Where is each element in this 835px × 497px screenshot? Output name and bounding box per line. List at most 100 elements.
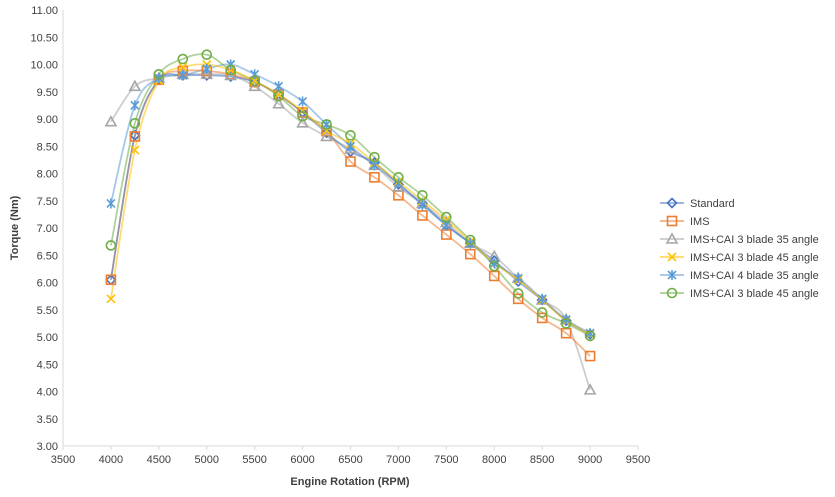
y-tick-label: 10.50 [30, 32, 58, 44]
data-point [296, 116, 309, 128]
legend-marker-icon [666, 197, 678, 209]
data-point [298, 96, 308, 107]
y-tick-label: 10.00 [30, 60, 58, 72]
y-tick-label: 3.00 [37, 441, 58, 453]
legend: Standard IMS IMS+CAI 3 blade 35 angle IMS+C… [660, 197, 819, 300]
x-tick-label: 8500 [530, 454, 554, 466]
legend-label: IMS [690, 216, 710, 228]
data-point [153, 69, 165, 80]
data-point [345, 130, 356, 141]
y-tick-label: 6.00 [37, 278, 58, 290]
data-point [129, 131, 141, 142]
data-point [584, 330, 596, 342]
data-point [320, 129, 333, 142]
series-line-1 [110, 69, 591, 357]
data-point [201, 49, 213, 60]
data-point [464, 248, 476, 260]
data-point [274, 81, 284, 92]
data-point [128, 79, 142, 92]
legend-label: IMS+CAI 3 blade 35 angle [690, 234, 819, 246]
data-point [585, 328, 595, 339]
data-point [224, 68, 238, 81]
series-lines [110, 53, 591, 391]
data-point [369, 172, 380, 183]
data-point [105, 240, 117, 251]
series-line-2 [110, 73, 591, 391]
legend-label: IMS+CAI 3 blade 45 angle [690, 288, 819, 300]
x-tick-label: 4500 [147, 454, 171, 466]
x-tick-label: 7500 [434, 454, 458, 466]
data-point [441, 211, 452, 223]
data-point [106, 294, 116, 304]
y-tick-label: 7.00 [37, 223, 58, 235]
data-point [417, 200, 427, 211]
y-tick-label: 8.50 [37, 141, 58, 153]
data-point [488, 260, 500, 272]
data-point [248, 79, 262, 92]
legend-label: Standard [690, 198, 735, 210]
x-tick-label: 6500 [338, 454, 362, 466]
data-point [535, 293, 549, 305]
x-tick-label: 8000 [482, 454, 506, 466]
series-line-5 [110, 53, 591, 337]
data-point [345, 141, 356, 152]
data-point [321, 119, 332, 130]
y-tick-label: 6.50 [37, 250, 58, 262]
data-point [298, 106, 308, 116]
y-tick-label: 3.50 [37, 414, 58, 426]
y-tick-label: 9.00 [37, 114, 58, 126]
data-point [226, 59, 236, 70]
x-tick-label: 4000 [99, 454, 123, 466]
data-point [200, 67, 214, 80]
data-point [273, 90, 284, 102]
data-point [392, 178, 405, 191]
x-tick-label: 6000 [290, 454, 314, 466]
data-point [272, 97, 285, 109]
data-point [129, 129, 141, 141]
data-point [129, 118, 141, 129]
data-point [105, 274, 117, 286]
data-point [106, 198, 116, 209]
y-tick-label: 4.50 [37, 359, 58, 371]
legend-marker-icon [665, 232, 679, 244]
data-point [297, 110, 308, 122]
data-point [320, 126, 333, 139]
data-point [417, 210, 428, 221]
data-point [130, 145, 140, 155]
y-tick-label: 9.50 [37, 87, 58, 99]
data-point [560, 318, 572, 329]
legend-marker-icon [666, 287, 678, 299]
data-point [489, 258, 499, 269]
y-tick-label: 5.00 [37, 332, 58, 344]
y-axis-label: Torque (Nm) [9, 195, 21, 260]
data-point [369, 151, 380, 163]
data-point [488, 270, 500, 282]
data-point [537, 293, 547, 304]
data-point [321, 119, 332, 130]
y-tick-label: 11.00 [31, 5, 58, 17]
data-point [464, 234, 476, 246]
x-axis-label: Engine Rotation (RPM) [290, 476, 409, 488]
y-tick-label: 5.50 [37, 305, 58, 317]
data-point [225, 64, 237, 76]
legend-label: IMS+CAI 3 blade 45 angle [690, 252, 819, 264]
x-tick-label: 9500 [626, 454, 650, 466]
legend-label: IMS+CAI 4 blade 35 angle [690, 270, 819, 282]
series-markers [104, 49, 597, 395]
data-point [249, 75, 260, 87]
data-point [560, 327, 572, 339]
y-tick-label: 7.50 [37, 196, 58, 208]
x-tick-label: 9000 [578, 454, 602, 466]
data-point [178, 62, 188, 72]
y-tick-label: 4.00 [37, 387, 58, 399]
data-point [584, 350, 596, 362]
x-tick-label: 3500 [51, 454, 75, 466]
data-point [178, 70, 188, 81]
legend-marker-icon [667, 270, 677, 280]
legend-marker-icon [667, 252, 677, 262]
legend-marker-icon [666, 215, 678, 227]
data-point [104, 115, 118, 127]
data-point [513, 273, 523, 284]
